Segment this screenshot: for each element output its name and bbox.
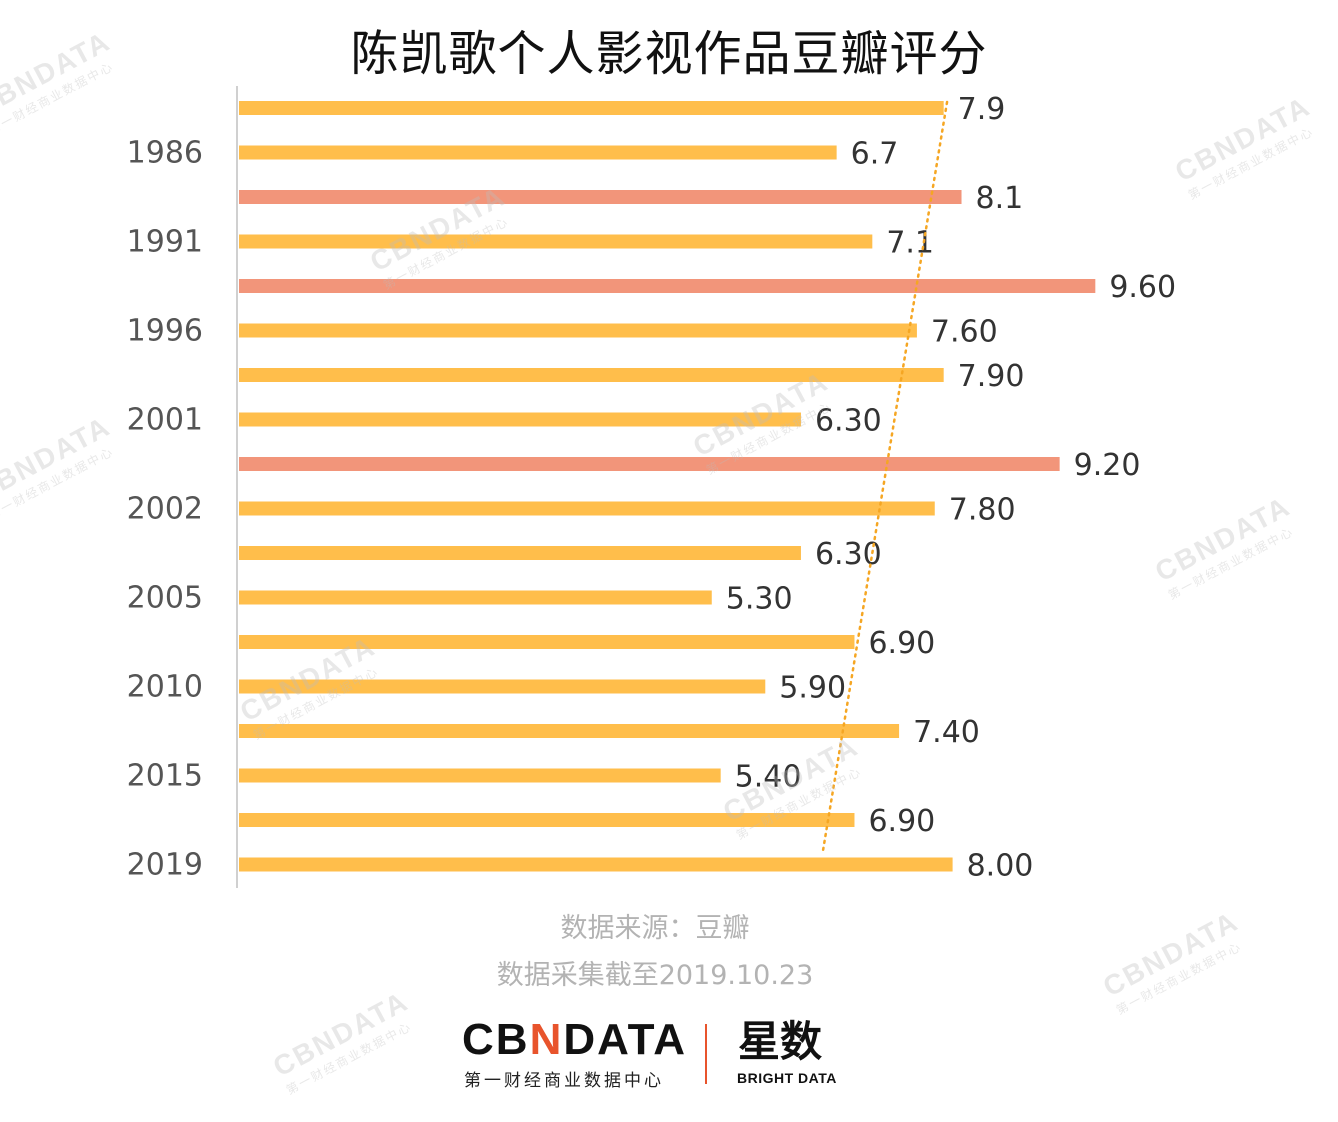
bar [239,279,1096,293]
bar-value-label: 6.7 [851,137,899,172]
bar [239,412,801,427]
y-tick-label: 2019 [127,848,203,883]
y-tick-label: 1996 [127,314,203,349]
bar [239,857,953,872]
bar [239,768,721,783]
bright-data-logo: 星数 [738,1017,823,1066]
bar-value-label: 6.90 [868,804,935,839]
bar-value-label: 6.90 [868,626,935,661]
bar [239,145,837,160]
logo-prefix: CB [462,1015,530,1064]
bar-value-label: 7.9 [958,92,1006,127]
bar-value-label: 7.40 [913,715,980,750]
bar-value-label: 8.1 [976,181,1024,216]
bar-value-label: 8.00 [967,849,1034,884]
bar [239,635,855,649]
bar [239,368,944,382]
bar [239,546,801,560]
bars-group [239,101,1096,872]
bar [239,190,962,204]
bar-value-label: 7.60 [931,315,998,350]
y-tick-label: 2005 [127,581,203,616]
cbndata-logo-subtitle: 第一财经商业数据中心 [464,1071,664,1091]
y-tick-label: 2010 [127,670,203,705]
logo-divider [705,1024,707,1084]
bar [239,101,944,115]
value-labels-group: 7.9 6.7 8.1 7.1 9.60 7.60 7.90 6.30 9.20 7.80 6.30… [726,92,1176,884]
cbndata-logo: CBNDATA [462,1018,687,1062]
bar [239,323,917,338]
y-tick-label: 1991 [127,225,203,260]
y-tick-label: 1986 [127,136,203,171]
data-date-note: 数据采集截至2019.10.23 [496,960,814,991]
bar-value-label: 7.90 [958,359,1025,394]
data-source-note: 数据来源：豆瓣 [560,913,750,944]
bar [239,724,900,738]
y-tick-labels-group: 1986 1991 1996 2001 2002 2005 2010 2015 2019 [127,136,203,883]
logo-suffix: DATA [563,1015,688,1064]
footer-logos: CBNDATA 第一财经商业数据中心 星数 BRIGHT DATA [462,1017,862,1092]
y-tick-label: 2015 [127,759,203,794]
bar-value-label: 7.80 [949,493,1016,528]
y-tick-label: 2001 [127,403,203,438]
bar-chart: 7.9 6.7 8.1 7.1 9.60 7.60 7.90 6.30 9.20 7.80 6.30… [127,86,1176,888]
bar [239,679,766,694]
bar [239,457,1060,471]
bar-value-label: 5.90 [779,671,846,706]
y-tick-label: 2002 [127,492,203,527]
logo-mark: N [529,1015,564,1064]
bar-value-label: 9.20 [1074,448,1141,483]
bar [239,501,935,516]
bar-value-label: 5.30 [726,582,793,617]
bar-value-label: 7.1 [886,226,934,261]
chart-title: 陈凯歌个人影视作品豆瓣评分 [350,26,988,82]
bar [239,590,712,605]
bar [239,813,855,827]
bar-value-label: 6.30 [815,537,882,572]
bright-data-logo-subtitle: BRIGHT DATA [737,1070,837,1086]
trend-line [821,100,949,856]
bar [239,234,873,249]
watermark: CBNDATA 第一财经商业数据中心 [268,985,415,1098]
bar-value-label: 6.30 [815,404,882,439]
bar-value-label: 5.40 [735,760,802,795]
bar-value-label: 9.60 [1109,270,1176,305]
